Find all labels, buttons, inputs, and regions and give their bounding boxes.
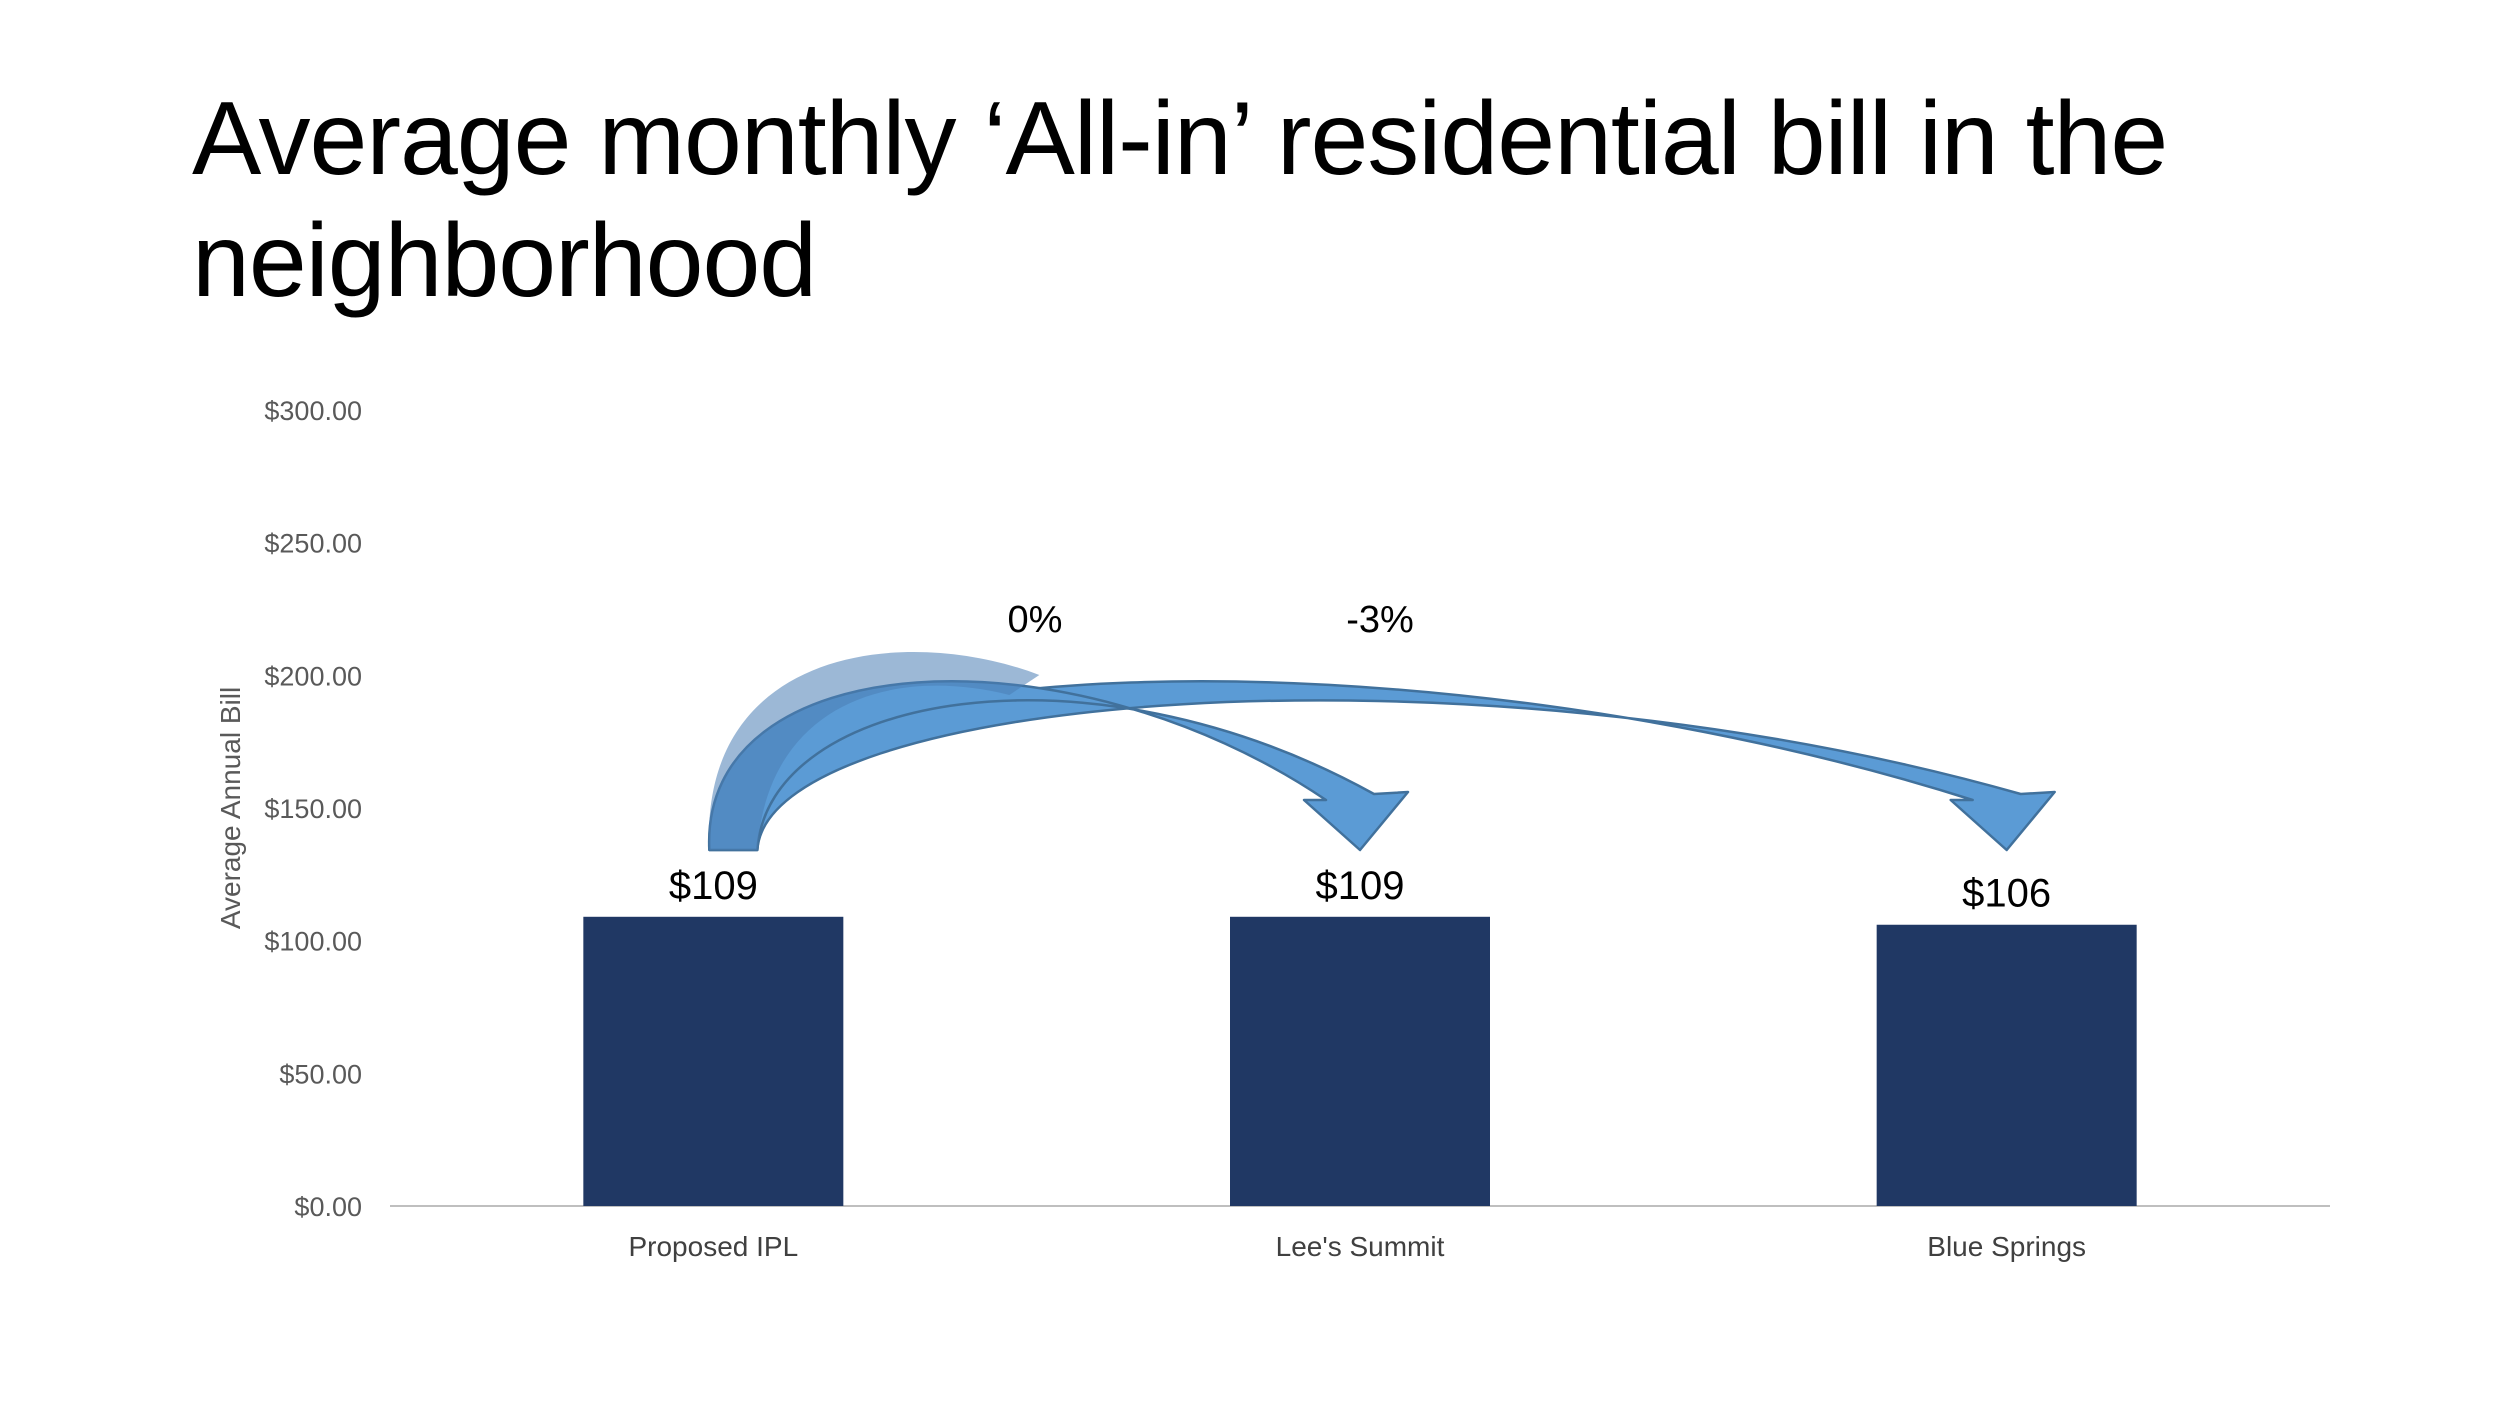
page-title: Average monthly ‘All-in’ residential bil… bbox=[192, 81, 2168, 319]
bar-series bbox=[583, 916, 2137, 1206]
data-label: $106 bbox=[1962, 872, 2051, 916]
y-tick-label: $50.00 bbox=[279, 1059, 362, 1089]
annotation-label: 0% bbox=[1008, 599, 1063, 641]
y-tick-label: $200.00 bbox=[264, 661, 362, 691]
bar bbox=[583, 916, 844, 1206]
chart-labels: $109 Proposed IPL $109 Lee's Summit $106 Blue… bbox=[628, 599, 2086, 1262]
annotation-label: -3% bbox=[1346, 599, 1414, 641]
y-tick-label: $150.00 bbox=[264, 794, 362, 824]
comparison-arrows bbox=[708, 651, 2056, 852]
data-label: $109 bbox=[669, 864, 758, 908]
y-tick-label: $0.00 bbox=[294, 1192, 362, 1222]
x-tick-label: Proposed IPL bbox=[628, 1231, 798, 1262]
bar bbox=[1230, 916, 1490, 1206]
y-tick-label: $100.00 bbox=[264, 927, 362, 957]
x-tick-label: Blue Springs bbox=[1927, 1231, 2086, 1262]
data-label: $109 bbox=[1316, 864, 1405, 908]
y-tick-label: $250.00 bbox=[264, 529, 362, 559]
y-tick-label: $300.00 bbox=[264, 396, 362, 426]
arrow-shading bbox=[708, 651, 1040, 850]
bar bbox=[1876, 924, 2137, 1206]
x-tick-label: Lee's Summit bbox=[1276, 1231, 1445, 1262]
y-axis-title: Average Annual Bill bbox=[215, 687, 246, 929]
